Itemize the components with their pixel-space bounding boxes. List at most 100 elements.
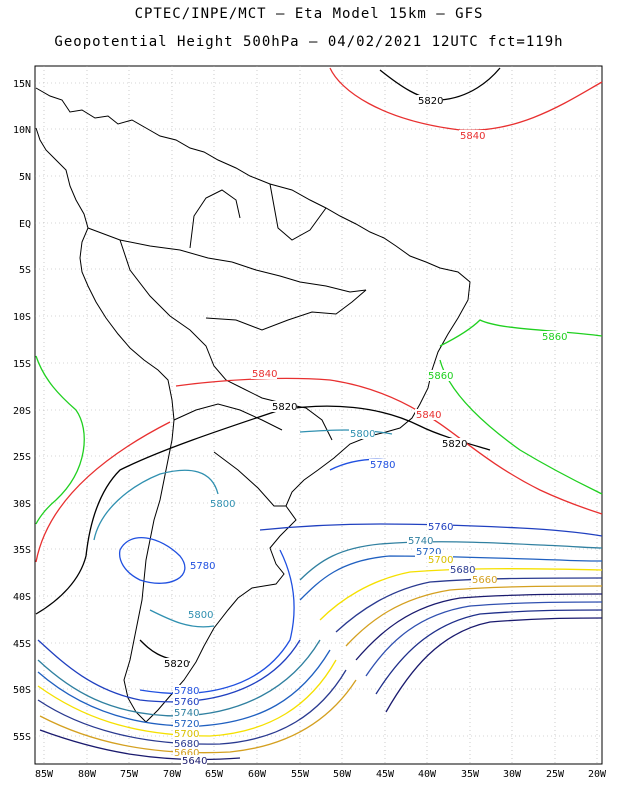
contour-label-bg xyxy=(209,498,235,509)
contour-label: 5820 xyxy=(442,439,467,450)
contour-label-bg xyxy=(163,658,189,669)
contour-label: 5820 xyxy=(164,659,189,670)
lon-tick-label: 50W xyxy=(333,769,352,780)
contour-label-bg xyxy=(189,560,215,571)
contour-label-bg xyxy=(251,368,277,379)
lon-tick-label: 40W xyxy=(418,769,437,780)
contour-5820 xyxy=(35,405,491,615)
contour-label: 5860 xyxy=(428,371,453,382)
plot-frame xyxy=(34,65,603,765)
contour-5580 xyxy=(385,617,603,713)
contour-label: 5700 xyxy=(174,729,199,740)
lat-tick-label: 15S xyxy=(13,359,31,370)
lon-tick-label: 20W xyxy=(588,769,607,780)
contour-label: 5820 xyxy=(418,96,443,107)
contour-label: 5840 xyxy=(416,410,441,421)
lon-tick-label: 85W xyxy=(35,769,54,780)
contour-label: 5740 xyxy=(174,708,199,719)
contour-label: 5720 xyxy=(174,719,199,730)
lat-tick-label: 55S xyxy=(13,732,31,743)
lat-tick-label: 10N xyxy=(13,125,31,136)
contour-label-bg xyxy=(415,409,441,420)
contour-label-bg xyxy=(415,546,441,557)
lat-tick-label: 25S xyxy=(13,452,31,463)
lon-tick-label: 35W xyxy=(461,769,480,780)
map-title: CPTEC/INPE/MCT – Eta Model 15km – GFS xyxy=(134,6,484,22)
contour-label: 5840 xyxy=(460,131,485,142)
contour-label-bg xyxy=(173,707,199,718)
contour-label-bg xyxy=(459,130,485,141)
contour-5640 xyxy=(39,729,241,761)
contour-label: 5680 xyxy=(174,739,199,750)
contour-5840 xyxy=(35,421,171,563)
contour-label-bg xyxy=(471,574,497,585)
contour-label: 5760 xyxy=(428,522,453,533)
lat-tick-label: 20S xyxy=(13,406,31,417)
contour-label: 5780 xyxy=(174,686,199,697)
contour-label-bg xyxy=(349,428,375,439)
contour-label: 5680 xyxy=(450,565,475,576)
contour-5680 xyxy=(37,669,347,745)
contour-5800 xyxy=(299,429,393,435)
contour-label: 5700 xyxy=(428,555,453,566)
lat-tick-label: 40S xyxy=(13,592,31,603)
axis-tick-labels: 15N 10N 5N EQ 5S 10S 15S 20S 25S 30S 35S 40S 45S 50S 5… xyxy=(13,79,607,780)
contour-label: 5660 xyxy=(472,575,497,586)
contour-labels: 5820 5840 5860 5840 5860 5820 5840 5820 5800 5780… xyxy=(163,95,567,767)
lat-tick-label: 15N xyxy=(13,79,31,90)
lat-tick-label: 50S xyxy=(13,685,31,696)
map-subtitle: Geopotential Height 500hPa – 04/02/2021 … xyxy=(54,34,564,50)
contour-5800 xyxy=(149,609,215,628)
lon-tick-label: 80W xyxy=(78,769,97,780)
lon-tick-label: 45W xyxy=(376,769,395,780)
contour-5640 xyxy=(355,593,603,661)
lon-tick-label: 55W xyxy=(291,769,310,780)
contour-label-bg xyxy=(173,728,199,739)
contour-5660 xyxy=(345,585,603,647)
contour-label: 5780 xyxy=(370,460,395,471)
contour-5700 xyxy=(37,659,337,737)
lat-tick-label: 45S xyxy=(13,639,31,650)
contour-label: 5800 xyxy=(350,429,375,440)
contour-label: 5780 xyxy=(190,561,215,572)
contour-label-bg xyxy=(427,521,453,532)
contour-label: 5840 xyxy=(252,369,277,380)
contour-5860 xyxy=(439,319,603,495)
contour-5800 xyxy=(93,469,219,541)
grid-lines xyxy=(35,66,602,764)
contour-5600 xyxy=(375,609,603,695)
contour-label: 5860 xyxy=(542,332,567,343)
contour-5780 xyxy=(118,537,186,584)
contour-label: 5800 xyxy=(210,499,235,510)
contour-label-bg xyxy=(427,370,453,381)
lon-tick-label: 65W xyxy=(205,769,224,780)
lat-tick-label: 10S xyxy=(13,312,31,323)
contour-5700 xyxy=(319,568,603,621)
lat-tick-label: EQ xyxy=(19,219,31,230)
contour-label-bg xyxy=(407,535,433,546)
contour-5720 xyxy=(37,649,331,727)
contour-label: 5660 xyxy=(174,748,199,759)
contour-label-bg xyxy=(417,95,443,106)
contour-label-bg xyxy=(173,738,199,749)
contour-label: 5820 xyxy=(272,402,297,413)
lon-tick-label: 30W xyxy=(503,769,522,780)
contour-label-bg xyxy=(427,554,453,565)
contour-5860 xyxy=(35,355,85,525)
contour-5660 xyxy=(39,679,357,754)
contour-label-bg xyxy=(187,609,213,620)
contour-label-bg xyxy=(441,438,467,449)
coastline xyxy=(35,87,471,723)
lon-tick-label: 70W xyxy=(163,769,182,780)
lon-tick-label: 75W xyxy=(120,769,139,780)
contour-5740 xyxy=(299,541,603,581)
contour-label-bg xyxy=(181,755,207,766)
contour-label: 5760 xyxy=(174,697,199,708)
contour-label-bg xyxy=(449,564,475,575)
contour-label-bg xyxy=(369,459,395,470)
lat-tick-label: 35S xyxy=(13,545,31,556)
contour-label-bg xyxy=(173,685,199,696)
contour-label-bg xyxy=(173,718,199,729)
contour-label-bg xyxy=(541,331,567,342)
